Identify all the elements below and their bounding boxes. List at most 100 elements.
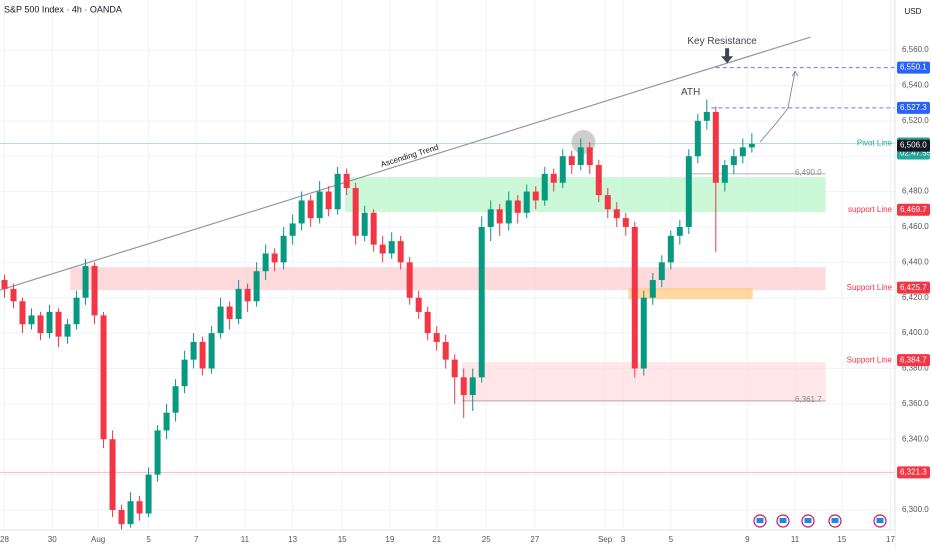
x-tick-label: Sep <box>598 535 613 544</box>
candle-body <box>424 311 431 334</box>
candle-body <box>694 120 701 157</box>
candle-body <box>721 165 728 183</box>
zone <box>70 267 826 291</box>
price-label-bg <box>897 354 930 367</box>
y-tick-label: 6,440.0 <box>902 257 929 266</box>
candle-body <box>406 262 413 298</box>
level-name: support Line <box>848 205 893 214</box>
price-label-bg <box>897 101 930 114</box>
time-axis <box>0 530 895 550</box>
candle-body <box>289 223 296 236</box>
x-tick-label: 27 <box>530 535 539 544</box>
event-icon-flag <box>756 518 764 523</box>
candle-body <box>370 212 377 245</box>
y-tick-label: 6,340.0 <box>902 434 929 443</box>
event-icon-flag <box>876 518 884 523</box>
candle-body <box>235 288 242 319</box>
candle-body <box>730 156 737 166</box>
candle-body <box>82 265 89 298</box>
price-label: 6,469.7 <box>900 205 927 214</box>
candle-body <box>37 315 44 334</box>
candle-body <box>280 235 287 263</box>
event-icon-flag <box>804 518 812 523</box>
y-tick-label: 6,460.0 <box>902 222 929 231</box>
candle-body <box>595 165 602 196</box>
y-tick-label: 6,540.0 <box>902 81 929 90</box>
event-icon-flag <box>779 518 787 523</box>
price-label-bg <box>897 61 930 74</box>
projection-arrowhead <box>791 70 799 77</box>
candle-body <box>622 218 629 227</box>
price-label: 6,527.3 <box>900 103 927 112</box>
candle-body <box>262 253 269 272</box>
price-label-bg <box>897 139 930 152</box>
x-tick-label: 17 <box>886 535 895 544</box>
candle-body <box>613 209 620 219</box>
annotation: Key Resistance <box>687 36 757 47</box>
y-tick-label: 6,520.0 <box>902 116 929 125</box>
x-tick-label: 3 <box>621 535 626 544</box>
candle-body <box>190 341 197 360</box>
candle-body <box>55 311 62 337</box>
price-label: 6,384.7 <box>900 355 927 364</box>
price-axis <box>895 0 932 550</box>
y-tick-label: 6,420.0 <box>902 293 929 302</box>
candle-body <box>505 200 512 224</box>
candle-body <box>19 301 26 325</box>
candle-body <box>253 271 260 302</box>
candle-body <box>307 200 314 219</box>
candle-body <box>739 147 746 157</box>
y-tick-label: 6,400.0 <box>902 328 929 337</box>
y-tick-label: 6,380.0 <box>902 364 929 373</box>
candle-body <box>325 191 332 210</box>
candle-body <box>10 288 17 302</box>
x-tick-label: 28 <box>0 535 9 544</box>
x-tick-label: 7 <box>194 535 199 544</box>
level-name: Support Line <box>847 283 893 292</box>
candle-body <box>379 244 386 254</box>
y-tick-label: 6,560.0 <box>902 45 929 54</box>
candle-body <box>550 173 557 183</box>
price-line-label: 6,361.7 <box>795 395 822 404</box>
candle-body <box>172 386 179 413</box>
candle-body <box>496 209 503 224</box>
event-icon-flag <box>831 518 839 523</box>
price-label: 6,506.0 <box>900 141 927 150</box>
countdown: 02:47:55 <box>900 149 932 158</box>
candle-body <box>298 200 305 224</box>
annotation: ATH <box>681 87 700 98</box>
level-name: Pivot Line <box>857 139 893 148</box>
x-tick-label: 5 <box>146 535 151 544</box>
candle-body <box>127 501 134 525</box>
y-tick-label: 6,360.0 <box>902 399 929 408</box>
candle-body <box>712 111 719 183</box>
candle-body <box>676 226 683 236</box>
x-tick-label: 15 <box>837 535 846 544</box>
x-tick-label: 15 <box>338 535 347 544</box>
candle-body <box>523 191 530 213</box>
candle-body <box>559 156 566 183</box>
candle-body <box>667 235 674 263</box>
y-tick-label: 6,300.0 <box>902 505 929 514</box>
candle-body <box>64 324 71 337</box>
candle-body <box>640 297 647 369</box>
candle-body <box>163 412 170 431</box>
candle-body <box>658 262 665 281</box>
candle-body <box>199 341 206 369</box>
candle-body <box>703 111 710 121</box>
price-label-bg <box>897 466 930 479</box>
candle-body <box>433 333 440 342</box>
candle-body <box>649 280 656 298</box>
price-label: 6,321.3 <box>900 467 927 476</box>
x-tick-label: 21 <box>432 535 441 544</box>
price-label-bg <box>897 281 930 294</box>
price-label: 6,550.1 <box>900 63 927 72</box>
candle-body <box>154 430 161 475</box>
candle-body <box>208 333 215 369</box>
candle-body <box>145 474 152 514</box>
zone <box>344 177 826 213</box>
candle-body <box>451 359 458 378</box>
candle-body <box>316 191 323 219</box>
